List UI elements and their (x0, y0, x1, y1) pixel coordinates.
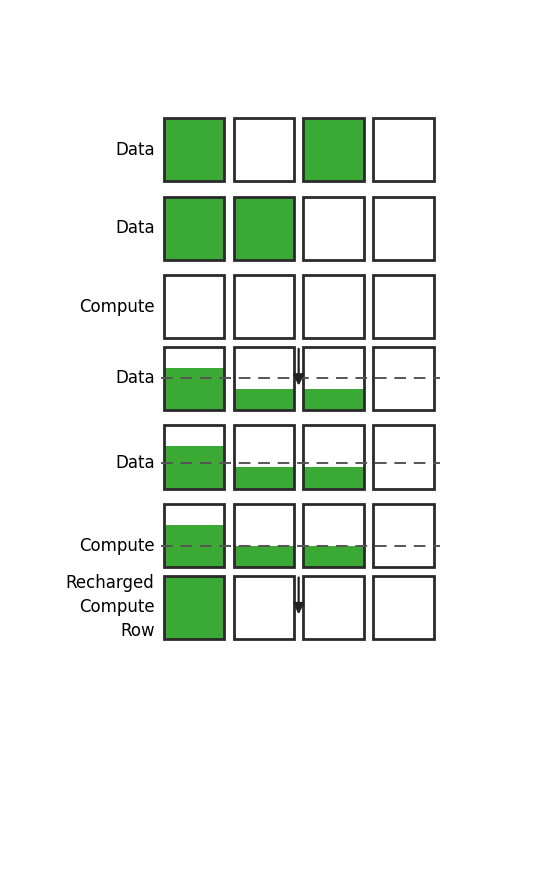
Bar (164, 118, 224, 182)
Bar (234, 575, 294, 639)
Text: Data: Data (115, 454, 155, 472)
Text: Data: Data (115, 141, 155, 159)
Bar (164, 196, 224, 260)
Bar (373, 425, 433, 488)
Text: Data: Data (115, 219, 155, 237)
Bar (373, 275, 433, 338)
Text: Data: Data (115, 369, 155, 388)
Bar (164, 504, 224, 567)
Bar (373, 575, 433, 639)
Bar (234, 275, 294, 338)
Bar (164, 275, 224, 338)
Bar (303, 425, 364, 488)
Bar (234, 196, 294, 260)
Bar (234, 546, 294, 567)
Bar (164, 118, 224, 182)
Bar (373, 347, 433, 410)
Bar (164, 575, 224, 639)
Bar (234, 468, 294, 488)
Bar (373, 504, 433, 567)
Bar (303, 575, 364, 639)
Bar (303, 546, 364, 567)
Bar (234, 389, 294, 410)
Bar (164, 196, 224, 260)
Bar (303, 196, 364, 260)
Text: Recharged
Compute
Row: Recharged Compute Row (66, 574, 155, 640)
Bar (164, 575, 224, 639)
Bar (164, 347, 224, 410)
Bar (234, 425, 294, 488)
Bar (234, 118, 294, 182)
Bar (164, 447, 224, 488)
Bar (303, 389, 364, 410)
Bar (303, 275, 364, 338)
Bar (373, 196, 433, 260)
Bar (164, 525, 224, 567)
Bar (303, 468, 364, 488)
Bar (164, 368, 224, 410)
Bar (303, 347, 364, 410)
Bar (234, 347, 294, 410)
Bar (303, 118, 364, 182)
Bar (164, 425, 224, 488)
Text: Compute: Compute (79, 537, 155, 555)
Bar (234, 196, 294, 260)
Bar (373, 118, 433, 182)
Text: Compute: Compute (79, 298, 155, 315)
Bar (234, 504, 294, 567)
Bar (303, 504, 364, 567)
Bar (303, 118, 364, 182)
